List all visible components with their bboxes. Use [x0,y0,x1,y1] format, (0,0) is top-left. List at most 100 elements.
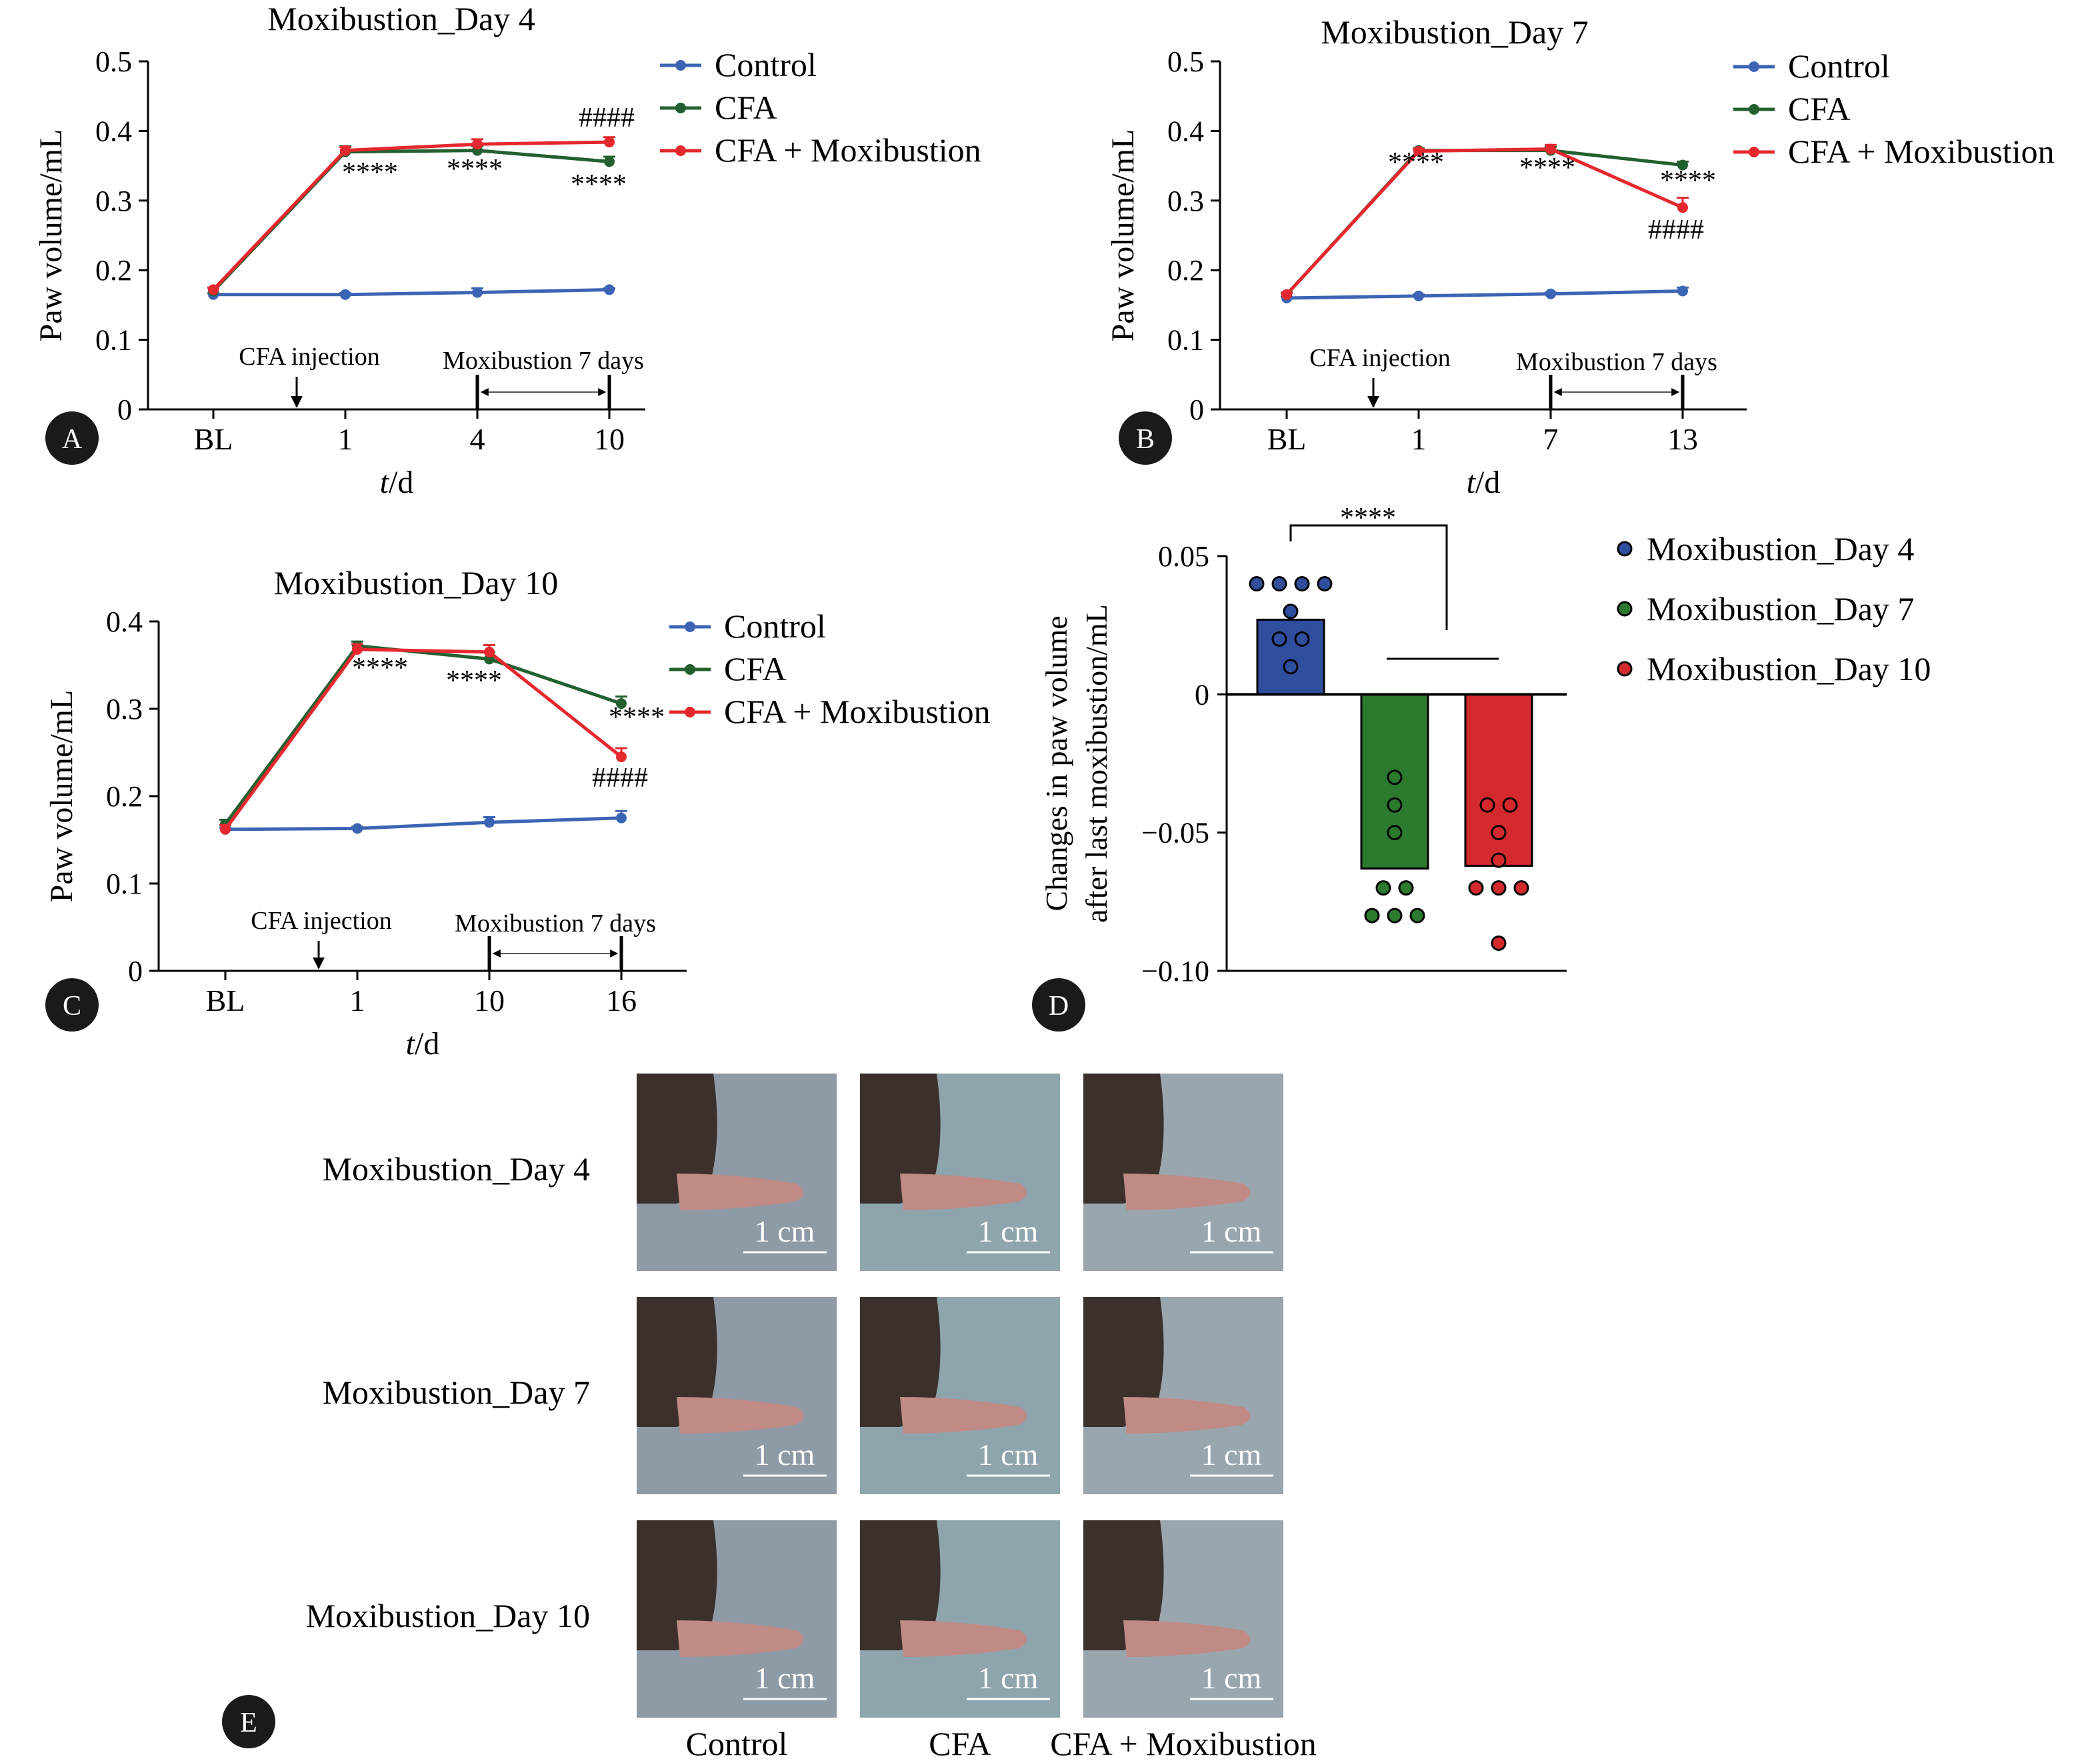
panel-letter: B [1136,424,1155,455]
x-tick-label: BL [206,984,245,1018]
y-tick-label: 0.5 [1167,45,1204,78]
data-point [220,823,231,835]
y-axis-label-line1: Changes in paw volume [1039,615,1073,911]
panel-letter: C [63,991,81,1022]
legend-label: CFA + Moxibustion [1788,133,2055,170]
row-label: Moxibustion_Day 4 [323,1150,590,1188]
y-axis-label: Paw volume/mL [33,129,69,342]
data-point [616,812,627,823]
data-dot [1294,631,1310,647]
scale-label: 1 cm [755,1214,815,1248]
significance-hash: #### [579,103,635,133]
panel-badge [45,978,99,1032]
scale-label: 1 cm [1201,1661,1262,1695]
column-label: CFA [929,1725,991,1761]
data-dot [1479,797,1495,813]
y-axis-label: Paw volume/mL [1105,129,1141,342]
x-tick-label: 10 [474,984,505,1018]
significance-hash: #### [1648,215,1704,245]
y-tick-label: 0.4 [95,115,132,147]
legend-label: CFA [724,650,787,687]
panel-badge [222,1695,275,1748]
scale-label: 1 cm [1201,1438,1262,1472]
data-point [1413,290,1424,301]
legend-marker [685,664,695,675]
scale-label: 1 cm [978,1438,1039,1472]
y-tick-label: 0.1 [95,324,132,357]
data-dot [1491,880,1507,896]
column-label: Control [686,1725,788,1761]
significance-hash: #### [592,763,648,793]
data-point [352,823,363,834]
y-tick-label: 0.1 [1167,324,1204,357]
rat-leg-fur [1083,1074,1164,1204]
y-tick-label: 0.3 [1167,185,1204,217]
chart-title: Moxibustion_Day 4 [267,0,535,37]
series-line [212,140,610,291]
rat-paw [900,1397,1027,1434]
y-tick-label: −0.05 [1141,817,1209,849]
series-line [1285,149,1683,296]
legend-marker [685,621,695,632]
panel-d-chart: 0.05 0 −0.05 −0.10 Changes in paw volume afte… [1032,503,1931,1032]
data-point [472,139,483,150]
series-line [223,647,623,831]
y-tick-label: 0.5 [95,45,132,78]
x-axis-label: t/d [406,1026,440,1062]
data-point [1281,289,1292,300]
legend-marker [685,707,695,717]
legend-marker [675,60,686,71]
significance-stars: **** [1660,165,1716,196]
scale-label: 1 cm [978,1661,1039,1695]
data-point [208,284,219,295]
rat-paw [1123,1620,1251,1657]
x-tick-label: BL [1267,422,1307,456]
data-dot [1468,880,1484,896]
rat-paw [900,1620,1027,1657]
y-tick-label: 0 [128,955,143,988]
data-point [604,137,615,148]
y-tick-label: 0.4 [1167,115,1204,147]
rat-leg-fur [1083,1520,1164,1650]
legend-label: CFA + Moxibustion [724,693,991,730]
data-point [1677,159,1688,171]
row-label: Moxibustion_Day 7 [323,1374,590,1411]
scale-label: 1 cm [978,1214,1039,1248]
rat-leg-fur [637,1074,717,1204]
legend-label: CFA [1788,90,1851,127]
legend-marker [675,145,686,156]
y-tick-label: 0.2 [95,254,132,287]
rat-leg-fur [637,1520,717,1650]
panel-letter: A [62,424,83,455]
treatment-label: Moxibustion 7 days [455,910,656,938]
data-dot [1387,825,1403,841]
significance-stars: **** [571,169,627,200]
rat-paw [677,1620,804,1657]
y-tick-label: 0 [1195,678,1209,711]
rat-paw [677,1397,804,1434]
legend-label: CFA + Moxibustion [715,131,981,169]
data-point [604,284,615,295]
x-tick-label: 1 [1411,422,1427,456]
rat-paw [900,1174,1027,1210]
data-dot [1387,797,1403,813]
panel-a-chart: Moxibustion_Day 4 0 0.1 0.2 0.3 0.4 0.5 BL 1 4 10 t… [33,0,981,500]
y-axis-label: Paw volume/mL [44,690,79,903]
x-tick-label: 16 [606,984,637,1018]
panel-badge [45,411,99,465]
data-point [1677,202,1688,213]
data-dot [1375,880,1391,896]
data-point [1545,143,1556,155]
data-dot [1491,936,1507,952]
data-dot [1491,825,1507,841]
significance-stars: **** [1519,153,1575,183]
legend-marker [1749,61,1759,72]
legend-label: Control [715,46,817,83]
data-point [472,287,483,298]
legend-label: Moxibustion_Day 7 [1647,590,1914,627]
data-point [340,145,351,156]
data-point [616,698,627,709]
scale-label: 1 cm [755,1661,815,1695]
data-point [484,817,495,828]
series-line [213,287,610,297]
